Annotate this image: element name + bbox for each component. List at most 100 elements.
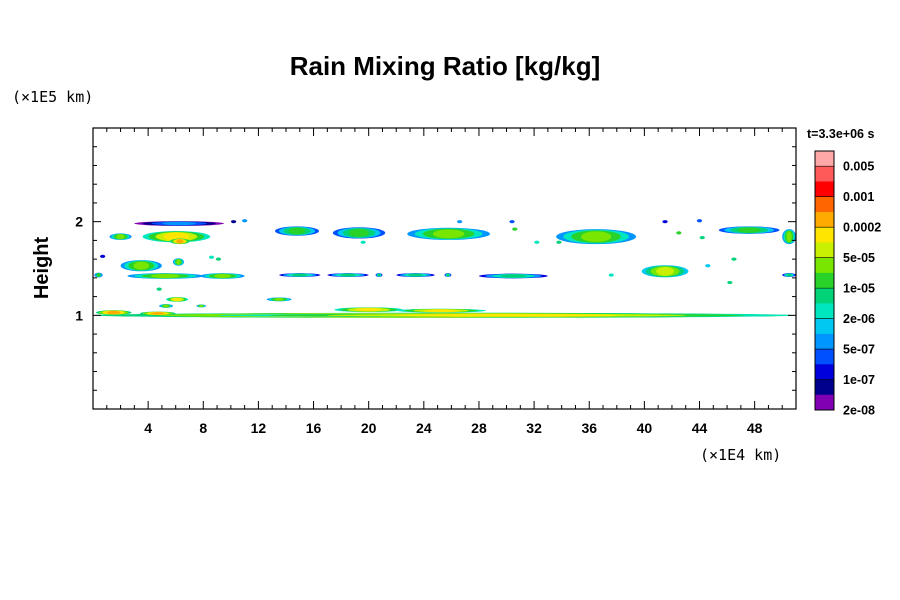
rain-region bbox=[217, 313, 796, 318]
rain-speck bbox=[512, 227, 518, 231]
rain-region bbox=[782, 273, 796, 277]
rain-region bbox=[109, 233, 132, 240]
rain-contour bbox=[150, 273, 180, 279]
rain-contour bbox=[446, 273, 450, 277]
rain-speck bbox=[231, 220, 237, 224]
rain-speck bbox=[215, 257, 222, 261]
rain-speck bbox=[360, 240, 366, 244]
rain-speck bbox=[208, 255, 215, 259]
rain-region bbox=[142, 231, 211, 243]
colorbar-swatch bbox=[815, 349, 834, 365]
rain-region bbox=[396, 308, 486, 313]
rain-contour bbox=[396, 313, 617, 317]
colorbar-label: 0.005 bbox=[843, 160, 874, 174]
colorbar-swatch bbox=[815, 318, 834, 335]
colorbar-swatch bbox=[815, 288, 834, 304]
rain-contour bbox=[408, 273, 423, 277]
rain-region bbox=[94, 272, 103, 278]
rain-contour bbox=[162, 221, 197, 226]
rain-region bbox=[120, 260, 162, 272]
rain-region bbox=[332, 227, 386, 239]
rain-contour bbox=[786, 273, 792, 277]
rain-speck bbox=[556, 240, 562, 244]
rain-speck bbox=[242, 219, 248, 223]
x-tick-label: 20 bbox=[361, 420, 377, 436]
x-tick-label: 4 bbox=[144, 420, 152, 436]
colorbar-label: 0.0002 bbox=[843, 221, 881, 235]
rain-speck bbox=[705, 264, 711, 268]
rain-contour bbox=[340, 273, 356, 277]
colorbar-swatch bbox=[815, 166, 834, 182]
rain-region bbox=[166, 297, 189, 302]
rain-contour bbox=[176, 239, 184, 244]
rain-speck bbox=[534, 240, 540, 244]
rain-contour bbox=[274, 298, 284, 301]
rain-speck bbox=[699, 235, 705, 240]
rain-region bbox=[444, 273, 452, 277]
x-tick-label: 40 bbox=[637, 420, 653, 436]
rain-region bbox=[196, 304, 207, 308]
rain-speck bbox=[100, 254, 106, 258]
rain-region bbox=[718, 226, 780, 234]
colorbar-swatch bbox=[815, 181, 834, 198]
rain-region bbox=[279, 273, 321, 277]
colorbar-swatch bbox=[815, 211, 834, 228]
x-tick-label: 36 bbox=[581, 420, 597, 436]
colorbar-label: 2e-06 bbox=[843, 312, 875, 326]
rain-speck bbox=[156, 287, 162, 291]
colorbar-swatch bbox=[815, 196, 834, 213]
x-tick-label: 44 bbox=[692, 420, 708, 436]
rain-contour bbox=[133, 261, 150, 270]
rain-contour bbox=[172, 297, 182, 302]
rain-speck bbox=[608, 273, 614, 277]
rain-speck bbox=[731, 257, 737, 261]
colorbar-label: 0.001 bbox=[843, 190, 874, 204]
rain-speck bbox=[727, 280, 733, 285]
colorbar-swatch bbox=[815, 242, 834, 259]
time-label: t=3.3e+06 s bbox=[807, 127, 874, 141]
rain-contour bbox=[377, 273, 381, 277]
colorbar-swatch bbox=[815, 379, 834, 396]
colorbar-swatch bbox=[815, 303, 834, 319]
y-tick-label: 1 bbox=[75, 307, 83, 323]
plot-frame bbox=[92, 127, 797, 410]
rain-region bbox=[200, 273, 245, 279]
colorbar-swatch bbox=[815, 394, 834, 411]
rain-contour bbox=[199, 304, 204, 307]
rain-region bbox=[375, 273, 383, 277]
rain-contour bbox=[288, 227, 306, 235]
x-tick-label: 32 bbox=[526, 420, 542, 436]
rain-contour bbox=[737, 227, 761, 233]
rain-contour bbox=[580, 231, 612, 243]
colorbar-label: 5e-07 bbox=[843, 343, 875, 357]
rain-region bbox=[266, 297, 292, 302]
colorbar: 0.005 0.001 0.0002 5e-05 1e-05 2e-06 5e-07 1e-0… bbox=[814, 150, 881, 418]
y-unit-label: (×1E5 km) bbox=[12, 88, 93, 106]
rain-contour bbox=[500, 274, 527, 278]
rain-contour bbox=[291, 273, 308, 277]
rain-speck bbox=[509, 220, 515, 224]
rain-region bbox=[641, 265, 689, 278]
rain-contour bbox=[106, 310, 121, 315]
x-tick-label: 24 bbox=[416, 420, 432, 436]
x-unit-label: (×1E4 km) bbox=[700, 446, 781, 464]
rain-region bbox=[95, 310, 132, 315]
colorbar-label: 5e-05 bbox=[843, 251, 875, 265]
rain-speck bbox=[696, 219, 703, 223]
rain-contour bbox=[163, 304, 169, 308]
rain-region bbox=[172, 258, 184, 266]
rain-region bbox=[556, 229, 637, 245]
x-tick-label: 48 bbox=[747, 420, 763, 436]
rain-region bbox=[127, 273, 204, 279]
x-tick-label: 28 bbox=[471, 420, 487, 436]
rain-contour bbox=[786, 231, 792, 243]
rain-contour bbox=[432, 229, 465, 239]
colorbar-swatch bbox=[815, 227, 834, 243]
colorbar-label: 1e-07 bbox=[843, 373, 875, 387]
chart-title: Rain Mixing Ratio [kg/kg] bbox=[290, 51, 601, 81]
rain-speck bbox=[662, 220, 668, 224]
rain-contour bbox=[424, 309, 459, 313]
rain-region bbox=[478, 273, 548, 279]
colorbar-swatch bbox=[815, 364, 834, 380]
